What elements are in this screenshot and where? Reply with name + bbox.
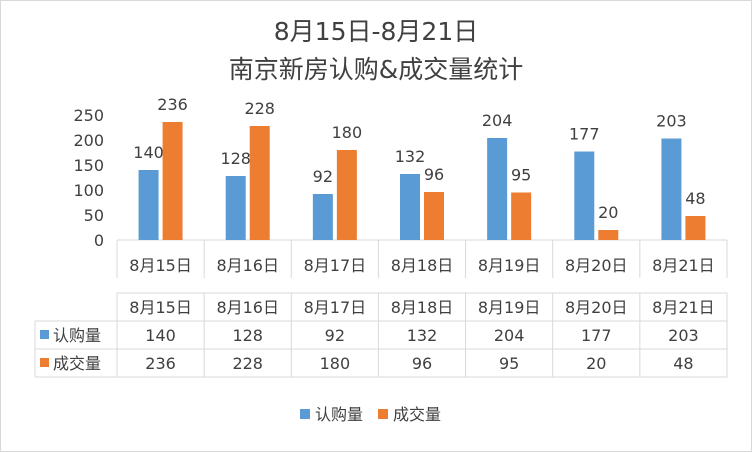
- x-tick-label: 8月16日: [216, 256, 279, 275]
- table-value-cell: 95: [499, 354, 519, 373]
- table-header-cell: 8月17日: [304, 298, 367, 317]
- x-tick-label: 8月19日: [478, 256, 541, 275]
- table-header-cell: 8月19日: [478, 298, 541, 317]
- legend-key: [378, 409, 388, 419]
- x-tick-label: 8月21日: [652, 256, 715, 275]
- chart-title-line-1: 8月15日-8月21日: [273, 17, 479, 46]
- table-legend-key: [40, 358, 49, 367]
- bar-transaction: [336, 150, 357, 240]
- table-value-cell: 20: [586, 354, 606, 373]
- y-tick-label: 50: [84, 206, 104, 225]
- bar-subscription: [661, 138, 682, 240]
- table-header-cell: 8月18日: [391, 298, 454, 317]
- chart-title-line-2: 南京新房认购&成交量统计: [228, 55, 524, 84]
- table-value-cell: 132: [407, 326, 438, 345]
- table-header-cell: 8月20日: [565, 298, 628, 317]
- data-label: 140: [133, 143, 164, 162]
- bar-transaction: [685, 216, 706, 240]
- table-series-name: 成交量: [53, 354, 101, 373]
- bar-subscription: [312, 194, 333, 240]
- x-tick-label: 8月15日: [129, 256, 192, 275]
- table-value-cell: 96: [412, 354, 432, 373]
- table-value-cell: 204: [494, 326, 525, 345]
- table-legend-key: [40, 330, 49, 339]
- x-tick-label: 8月20日: [565, 256, 628, 275]
- table-header-cell: 8月15日: [129, 298, 192, 317]
- bar-subscription: [138, 170, 159, 240]
- table-value-cell: 180: [320, 354, 351, 373]
- data-label: 132: [395, 147, 426, 166]
- table-header-cell: 8月16日: [216, 298, 279, 317]
- legend-key: [300, 409, 310, 419]
- bar-transaction: [424, 192, 444, 240]
- table-value-cell: 228: [232, 354, 263, 373]
- table-value-cell: 177: [581, 326, 612, 345]
- legend-label: 成交量: [393, 405, 441, 424]
- data-label: 204: [482, 111, 513, 130]
- data-label: 95: [511, 166, 531, 185]
- bar-transaction: [249, 126, 270, 240]
- data-label: 236: [157, 95, 188, 114]
- data-label: 177: [569, 125, 600, 144]
- data-label: 96: [424, 165, 444, 184]
- y-tick-label: 250: [73, 106, 104, 125]
- data-label: 228: [244, 99, 275, 118]
- table-value-cell: 203: [668, 326, 699, 345]
- table-header-cell: 8月21日: [652, 298, 715, 317]
- data-label: 20: [598, 203, 618, 222]
- data-label: 92: [313, 167, 333, 186]
- bar-subscription: [574, 151, 595, 240]
- bar-subscription: [487, 138, 508, 240]
- bar-transaction: [162, 122, 183, 240]
- table-value-cell: 48: [673, 354, 693, 373]
- bar-subscription: [400, 174, 420, 240]
- x-tick-label: 8月18日: [391, 256, 454, 275]
- table-series-name: 认购量: [53, 326, 101, 345]
- y-tick-label: 100: [73, 181, 104, 200]
- bar-subscription: [225, 176, 246, 240]
- x-tick-label: 8月17日: [304, 256, 367, 275]
- data-label: 48: [685, 189, 705, 208]
- bar-transaction: [511, 192, 532, 240]
- data-label: 128: [220, 149, 251, 168]
- table-value-cell: 92: [325, 326, 345, 345]
- bar-transaction: [598, 230, 619, 240]
- y-tick-label: 0: [94, 231, 104, 250]
- table-value-cell: 140: [145, 326, 176, 345]
- legend-label: 认购量: [315, 405, 363, 424]
- y-tick-label: 150: [73, 156, 104, 175]
- data-label: 180: [332, 123, 363, 142]
- data-label: 203: [656, 112, 687, 131]
- table-value-cell: 236: [145, 354, 176, 373]
- y-tick-label: 200: [73, 131, 104, 150]
- table-value-cell: 128: [232, 326, 263, 345]
